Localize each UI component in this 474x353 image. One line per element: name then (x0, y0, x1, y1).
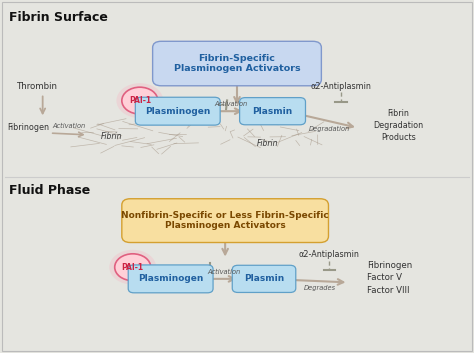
Circle shape (109, 250, 156, 285)
Text: Fibrin
Degradation
Products: Fibrin Degradation Products (373, 109, 423, 142)
Text: Plasmin: Plasmin (253, 107, 292, 116)
Text: α2-Antiplasmin: α2-Antiplasmin (311, 82, 372, 91)
Text: Degrades: Degrades (304, 285, 336, 291)
FancyBboxPatch shape (122, 199, 328, 243)
Text: Plasmin: Plasmin (244, 274, 284, 283)
Text: Plasminogen: Plasminogen (138, 274, 203, 283)
Text: α2-Antiplasmin: α2-Antiplasmin (299, 250, 360, 259)
Circle shape (117, 83, 163, 118)
Text: Activation: Activation (52, 123, 85, 129)
FancyBboxPatch shape (153, 41, 321, 86)
Text: PAI-1: PAI-1 (129, 96, 151, 105)
Text: Fibrin-Specific
Plasminogen Activators: Fibrin-Specific Plasminogen Activators (173, 54, 301, 73)
Text: Fluid Phase: Fluid Phase (9, 184, 91, 197)
Text: Thrombin: Thrombin (18, 82, 58, 91)
FancyBboxPatch shape (239, 97, 305, 125)
Text: Fibrinogen: Fibrinogen (8, 123, 49, 132)
FancyBboxPatch shape (232, 265, 296, 292)
Text: Fibrin: Fibrin (257, 139, 279, 148)
Text: Fibrinogen
Factor V
Factor VIII: Fibrinogen Factor V Factor VIII (367, 261, 412, 295)
Text: Plasminogen: Plasminogen (145, 107, 210, 116)
Text: Activation: Activation (214, 101, 247, 107)
Text: PAI-1: PAI-1 (122, 263, 144, 272)
Text: Activation: Activation (207, 269, 240, 275)
Circle shape (115, 254, 151, 281)
Circle shape (122, 87, 158, 114)
Text: Fibrin Surface: Fibrin Surface (9, 11, 109, 24)
Text: Nonfibrin-Specific or Less Fibrin-Specific
Plasminogen Activators: Nonfibrin-Specific or Less Fibrin-Specif… (121, 211, 329, 230)
FancyBboxPatch shape (136, 97, 220, 125)
Text: Fibrin: Fibrin (100, 132, 122, 141)
FancyBboxPatch shape (128, 265, 213, 293)
Text: Degradation: Degradation (309, 126, 350, 132)
